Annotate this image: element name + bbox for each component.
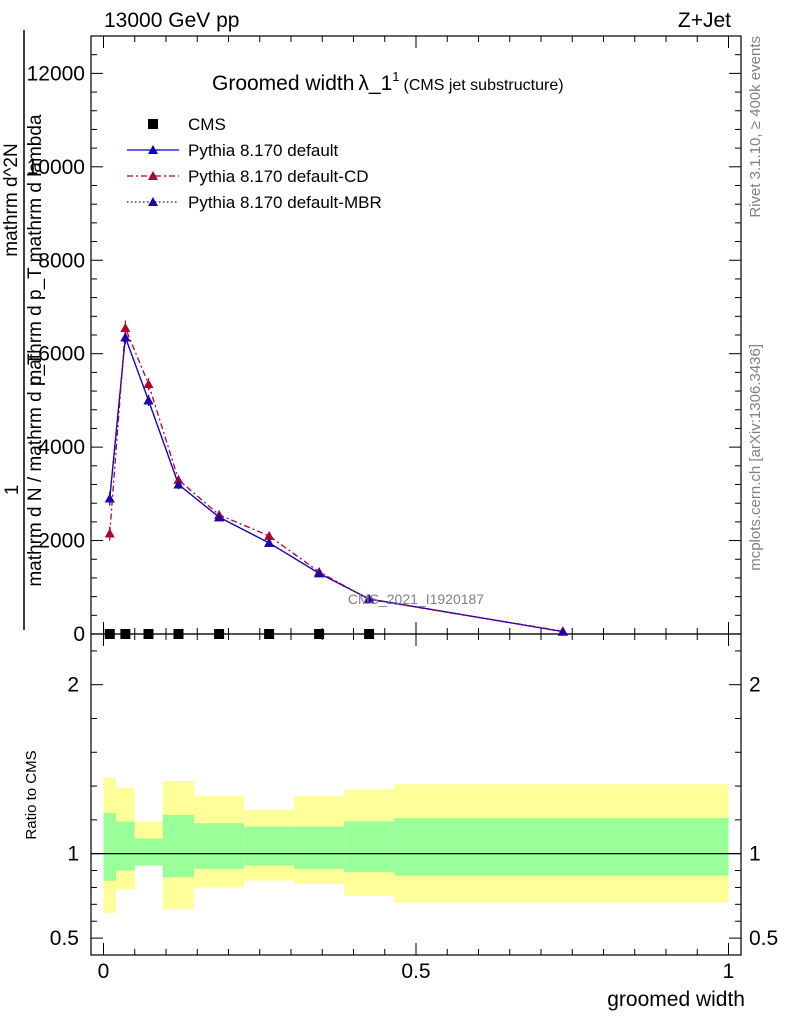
rivet-label: Rivet 3.1.10, ≥ 400k events (747, 36, 764, 218)
ratio-green-band (162, 814, 195, 878)
title-superscript: 1 (392, 69, 399, 84)
ylabel-sub-numerator: mathrm d^2N (1, 143, 22, 256)
ratio-ylabel: Ratio to CMS (23, 750, 40, 839)
legend-marker (148, 197, 158, 206)
y-tick-label-ratio-right: 2 (749, 674, 761, 697)
legend: CMS Pythia 8.170 default Pythia 8.170 defa… (127, 115, 382, 212)
series-point (143, 379, 154, 389)
y-tick-label-ratio: 0.5 (50, 927, 79, 950)
series-3 (104, 332, 568, 636)
series-point (120, 322, 131, 332)
cms-point (173, 629, 184, 639)
title-symbol: λ_1 (358, 72, 392, 95)
ratio-green-band (194, 823, 245, 869)
legend-marker (148, 119, 158, 129)
ratio-green-band (103, 813, 116, 881)
cms-point (364, 629, 375, 639)
series-point (143, 395, 154, 405)
x-tick-label: 0 (98, 960, 110, 983)
series-point (314, 568, 325, 578)
ylabel-denominator: mathrm d N / mathrm d p_T (25, 353, 46, 587)
series-point (120, 332, 131, 342)
y-tick-label-ratio: 2 (67, 674, 79, 697)
y-tick-label-main: 6000 (38, 343, 85, 366)
x-axis-label: groomed width (607, 988, 745, 1011)
legend-entry: Pythia 8.170 default-MBR (127, 193, 382, 212)
series-layer (104, 320, 568, 636)
series-point (264, 537, 275, 547)
cms-point (264, 629, 275, 639)
legend-label: Pythia 8.170 default-MBR (188, 193, 382, 212)
y-tick-label-ratio-right: 0.5 (749, 927, 778, 950)
ratio-green-band (134, 838, 163, 866)
series-point (557, 626, 568, 636)
ylabel-sub-denominator: mathrm d p_T mathrm d lambda (25, 114, 46, 385)
cms-point (314, 629, 325, 639)
legend-marker (148, 145, 158, 154)
cms-point (143, 629, 154, 639)
y-tick-label-main: 10000 (27, 156, 85, 179)
series-2 (104, 320, 568, 636)
x-tick-label: 1 (723, 960, 735, 983)
main-ylabel: 1 mathrm d N / mathrm d p_T mathrm d^2N … (1, 30, 46, 630)
cms-point (120, 629, 131, 639)
series-point (264, 530, 275, 540)
ratio-green-band (394, 818, 729, 876)
chart-title: Groomed width λ_11 (CMS jet substructure) (212, 69, 564, 95)
title-sub: (CMS jet substructure) (404, 77, 564, 94)
legend-label: Pythia 8.170 default (188, 141, 339, 160)
legend-marker (148, 171, 158, 180)
series-point (104, 493, 115, 503)
energy-label: 13000 GeV pp (104, 9, 239, 32)
legend-entry: Pythia 8.170 default-CD (127, 167, 369, 186)
y-tick-label-main: 8000 (38, 249, 85, 272)
series-line (109, 337, 563, 633)
y-tick-label-ratio: 1 (67, 843, 79, 866)
mcplots-label: mcplots.cern.ch [arXiv:1306.3436] (747, 344, 764, 571)
series-point (104, 528, 115, 538)
title-main: Groomed width (212, 72, 354, 95)
ylabel-numerator: 1 (2, 485, 23, 496)
series-point (173, 479, 184, 489)
legend-entry: CMS (148, 115, 226, 134)
ratio-uncertainty-bands (91, 777, 741, 913)
cms-point (214, 629, 225, 639)
series-point (364, 593, 375, 603)
ratio-green-band (116, 821, 135, 871)
process-label: Z+Jet (678, 9, 731, 32)
ratio-green-band (294, 826, 345, 869)
y-tick-label-main: 4000 (38, 436, 85, 459)
ratio-green-band (244, 826, 295, 866)
analysis-watermark: CMS_2021_I1920187 (348, 591, 484, 607)
y-tick-label-main: 0 (73, 623, 85, 646)
legend-label: Pythia 8.170 default-CD (188, 167, 369, 186)
ratio-green-band (344, 821, 395, 873)
cms-points (104, 629, 375, 639)
y-tick-label-main: 12000 (27, 62, 85, 85)
axis-ticks: 0 0.5 1 0 2000 4000 6000 8000 10000 12000 0.5 0.5 1 1… (27, 35, 778, 983)
series-point (173, 474, 184, 484)
cms-point (104, 629, 115, 639)
series-point (214, 512, 225, 522)
y-tick-label-ratio-right: 1 (749, 843, 761, 866)
y-tick-label-main: 2000 (38, 530, 85, 553)
x-tick-label: 0.5 (401, 960, 430, 983)
legend-label: CMS (188, 115, 226, 134)
legend-entry: Pythia 8.170 default (127, 141, 339, 160)
